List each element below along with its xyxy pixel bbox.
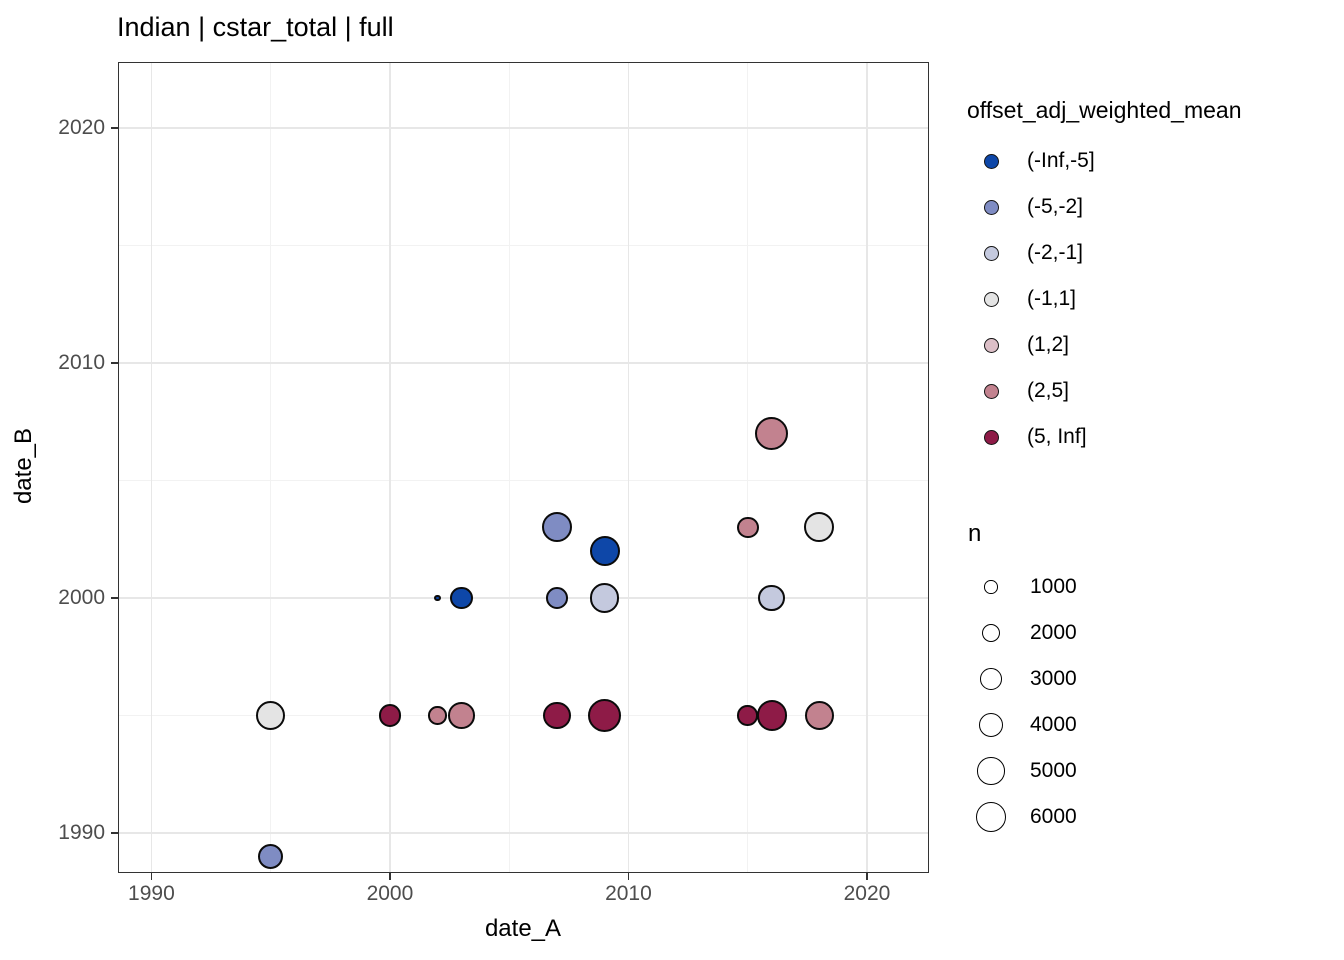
legend-swatch [983, 429, 999, 445]
data-point [448, 702, 475, 729]
size-legend-label: 3000 [1030, 667, 1077, 690]
legend-swatch [983, 245, 999, 261]
y-axis-title: date_B [10, 427, 37, 505]
size-legend-label: 1000 [1030, 575, 1077, 598]
data-point [255, 700, 286, 731]
x-tick-label: 2010 [605, 882, 652, 905]
gridline-major-x [627, 62, 630, 873]
y-tick [111, 362, 118, 364]
x-tick [627, 873, 630, 880]
data-point [804, 512, 835, 543]
data-point [428, 706, 447, 725]
data-point [545, 587, 568, 609]
data-point [434, 594, 441, 602]
size-legend-circle [977, 757, 1005, 785]
y-tick-label: 1990 [58, 821, 105, 845]
legend-item-label: (2,5] [1027, 379, 1070, 402]
data-point [589, 535, 620, 566]
data-point [737, 705, 758, 726]
gridline-minor-x [508, 62, 510, 873]
legend-swatch [983, 337, 999, 353]
gridline-major-x [866, 62, 868, 873]
x-tick [866, 873, 868, 880]
x-axis-title: date_A [484, 915, 562, 942]
data-point [804, 700, 834, 731]
data-point [542, 701, 571, 730]
gridline-minor-x [270, 62, 272, 873]
data-point [754, 416, 789, 451]
data-point [450, 586, 473, 610]
legend-item-label: (1,2] [1027, 333, 1070, 356]
gridline-minor-y [118, 244, 929, 246]
data-point [541, 512, 572, 543]
x-tick [389, 873, 391, 880]
gridline-major-x [389, 62, 391, 873]
gridline-minor-x [747, 62, 749, 873]
data-point [257, 843, 284, 870]
gridline-minor-y [118, 479, 929, 481]
size-legend-label: 6000 [1030, 805, 1077, 828]
size-legend-title: n [968, 520, 982, 547]
plot-panel [118, 62, 929, 873]
size-legend-circle [984, 580, 998, 594]
color-legend-title: offset_adj_weighted_mean [967, 97, 1242, 123]
y-tick [111, 127, 118, 129]
gridline-major-y [118, 832, 929, 834]
y-tick [111, 597, 118, 599]
y-tick [111, 832, 118, 834]
legend-swatch [983, 199, 999, 215]
x-tick-label: 2020 [843, 882, 891, 905]
size-legend-label: 4000 [1030, 713, 1077, 736]
data-point [758, 584, 785, 612]
size-legend-label: 2000 [1030, 621, 1077, 644]
gridline-minor-y [118, 715, 929, 716]
data-point [378, 704, 402, 727]
size-legend-circle [978, 712, 1004, 738]
legend-item-label: (-5,-2] [1027, 195, 1084, 218]
legend-swatch [983, 383, 999, 399]
legend-item-label: (-2,-1] [1027, 241, 1084, 264]
legend-item-label: (-Inf,-5] [1027, 149, 1095, 172]
legend-item-label: (-1,1] [1027, 287, 1077, 310]
gridline-major-x [150, 62, 153, 873]
data-point [736, 516, 759, 539]
size-legend-circle [975, 801, 1006, 832]
y-tick-label: 2020 [58, 115, 105, 139]
x-tick [150, 873, 153, 880]
legend-item-label: (5, Inf] [1027, 425, 1087, 448]
gridline-major-y [118, 127, 929, 129]
size-legend-label: 5000 [1030, 759, 1077, 782]
size-legend-circle [980, 668, 1002, 690]
gridline-major-y [118, 362, 929, 364]
y-tick-label: 2010 [58, 350, 105, 374]
legend-swatch [983, 291, 999, 307]
legend-swatch [983, 153, 999, 169]
data-point [589, 583, 620, 613]
data-point [587, 698, 622, 733]
gridline-major-y [118, 597, 929, 599]
x-tick-label: 1990 [128, 882, 175, 905]
chart-title: Indian | cstar_total | full [117, 12, 394, 42]
x-tick-label: 2000 [366, 882, 414, 905]
y-tick-label: 2000 [58, 585, 105, 609]
size-legend-circle [981, 623, 1001, 643]
data-point [756, 700, 787, 731]
